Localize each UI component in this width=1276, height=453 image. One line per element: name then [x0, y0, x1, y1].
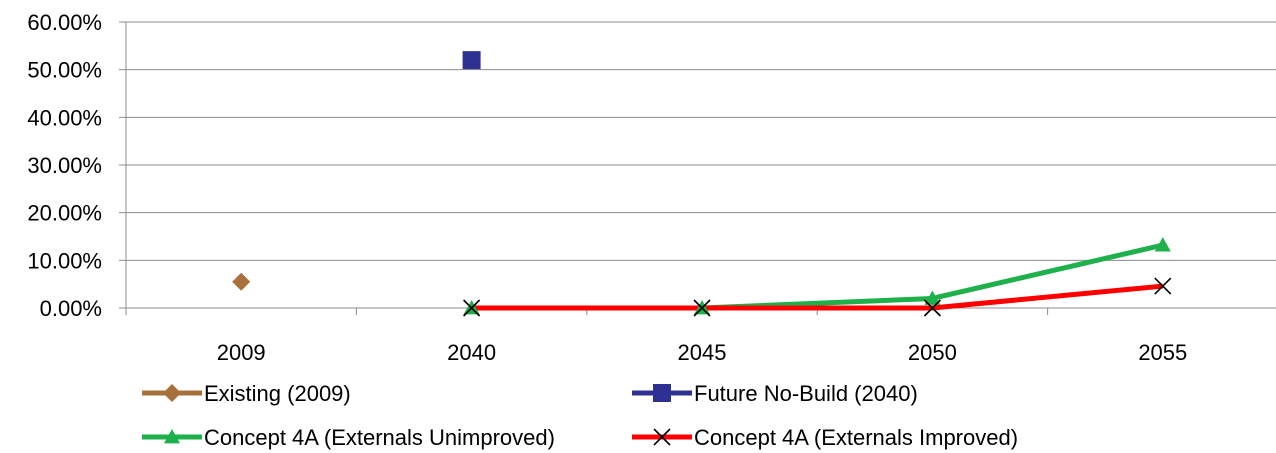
legend-marker [653, 428, 671, 446]
data-point-1 [232, 272, 251, 291]
y-tick-label: 60.00% [27, 10, 102, 35]
x-tick-label: 2009 [217, 340, 266, 365]
marker-stroke [653, 428, 671, 446]
y-tick-label: 50.00% [27, 58, 102, 83]
x-tick-label: 2040 [447, 340, 496, 365]
series-lines [471, 242, 1164, 311]
gridlines [126, 21, 1276, 261]
legend: Existing (2009) Future No-Build (2040) Con… [142, 381, 1018, 450]
marker-stroke [693, 299, 711, 317]
series-line-4 [471, 283, 1164, 311]
legend-marker [164, 429, 180, 444]
marker-stroke [923, 299, 941, 317]
legend-label: Existing (2009) [204, 381, 351, 406]
legend-marker [163, 384, 181, 402]
legend-item: Existing (2009) [142, 381, 351, 406]
y-axis-tick-labels: 0.00% 10.00% 20.00% 30.00% 40.00% 50.00% 60.00… [27, 10, 102, 321]
marker-stroke [463, 299, 481, 317]
y-tick-label: 0.00% [40, 296, 102, 321]
y-tick-label: 40.00% [27, 105, 102, 130]
x-tick-label: 2045 [678, 340, 727, 365]
y-tick-label: 20.00% [27, 201, 102, 226]
x-tick-label: 2055 [1138, 340, 1187, 365]
legend-marker [653, 384, 671, 402]
data-point-2 [462, 51, 481, 70]
legend-item: Concept 4A (Externals Improved) [632, 425, 1018, 450]
data-point-3 [1154, 237, 1171, 252]
y-tick-label: 30.00% [27, 153, 102, 178]
legend-item: Future No-Build (2040) [632, 381, 918, 406]
legend-label: Concept 4A (Externals Unimproved) [204, 425, 555, 450]
data-point-4 [693, 299, 711, 317]
data-point-4 [923, 299, 941, 317]
data-point-3 [924, 290, 941, 305]
marker-stroke [1154, 277, 1172, 295]
x-axis-tick-labels: 2009 2040 2045 2050 2055 [217, 340, 1188, 365]
data-point-4 [1154, 277, 1172, 295]
data-point-4 [463, 299, 481, 317]
x-tick-label: 2050 [908, 340, 957, 365]
axes [119, 21, 1276, 315]
series-line-3 [471, 242, 1164, 311]
legend-item: Concept 4A (Externals Unimproved) [142, 425, 555, 450]
legend-label: Future No-Build (2040) [694, 381, 918, 406]
series-markers [232, 51, 1172, 317]
legend-label: Concept 4A (Externals Improved) [694, 425, 1018, 450]
y-tick-label: 10.00% [27, 248, 102, 273]
